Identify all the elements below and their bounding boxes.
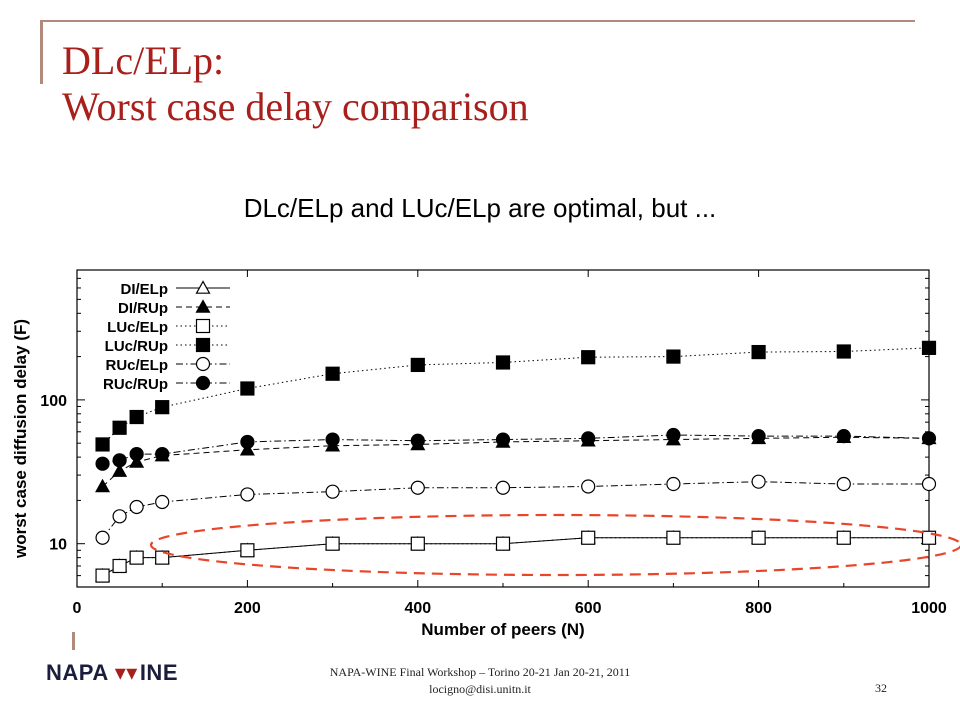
x-axis-label: Number of peers (N) bbox=[421, 620, 584, 639]
series-5-point bbox=[325, 484, 340, 499]
series-line-6 bbox=[102, 434, 930, 465]
series-5-point bbox=[240, 487, 255, 502]
series-3-point bbox=[495, 536, 511, 551]
legend-label: LUc/ELp bbox=[107, 319, 168, 336]
series-line-3 bbox=[102, 537, 929, 577]
series-4-point bbox=[112, 420, 127, 435]
slide-title-line2: Worst case delay comparison bbox=[62, 84, 529, 129]
x-tick-label: 600 bbox=[575, 600, 602, 617]
series-5-point bbox=[410, 480, 425, 495]
series-2-point bbox=[129, 454, 145, 468]
series-3-point bbox=[325, 536, 340, 551]
x-tick-label: 800 bbox=[745, 600, 772, 617]
highlight-ellipse bbox=[150, 513, 960, 577]
footer-email: locigno@disi.unitn.it bbox=[429, 682, 531, 696]
footer-event: NAPA-WINE Final Workshop – Torino 20-21 … bbox=[329, 665, 631, 679]
legend-marker bbox=[195, 337, 211, 353]
series-6-point bbox=[129, 446, 144, 462]
series-2-point bbox=[112, 463, 128, 477]
page-number: 32 bbox=[875, 681, 887, 695]
series-5-point bbox=[95, 530, 110, 545]
series-4-point bbox=[836, 344, 851, 359]
series-4-point bbox=[240, 381, 255, 396]
legend-label: DI/ELp bbox=[121, 281, 169, 298]
series-2-point bbox=[239, 442, 255, 456]
delay-chart: 0 200 400 600 800 1000 10 100 Number of peers (N… bbox=[11, 269, 960, 639]
series-2-point bbox=[95, 478, 111, 493]
slide-title-line1: DLc/ELp: bbox=[62, 38, 225, 83]
legend-marker bbox=[195, 375, 211, 391]
slide-footer: NAPA-WINE Final Workshop – Torino 20-21 … bbox=[250, 664, 710, 698]
legend-marker bbox=[195, 318, 211, 334]
y-axis-label: worst case diffusion delay (F) bbox=[11, 319, 30, 559]
legend-label: DI/RUp bbox=[118, 300, 168, 317]
legend-marker bbox=[195, 299, 211, 313]
x-tick-label: 200 bbox=[234, 600, 261, 617]
series-4-point bbox=[325, 366, 340, 381]
series-5-point bbox=[129, 499, 144, 515]
series-3-point bbox=[751, 530, 766, 545]
series-6-point bbox=[112, 453, 127, 468]
legend-label: RUc/ELp bbox=[105, 357, 168, 374]
series-3-point bbox=[95, 568, 110, 583]
title-side-rule bbox=[40, 22, 43, 84]
series-line-5 bbox=[102, 481, 929, 539]
x-tick-label: 0 bbox=[73, 600, 82, 617]
y-tick-label: 100 bbox=[40, 393, 67, 410]
series-6-point bbox=[410, 433, 425, 448]
legend-marker bbox=[195, 356, 211, 372]
series-line-1 bbox=[102, 537, 929, 577]
series-5-point bbox=[581, 479, 596, 494]
series-5-point bbox=[155, 494, 170, 510]
slide-title: DLc/ELp: Worst case delay comparison bbox=[62, 38, 529, 130]
series-5-point bbox=[921, 476, 937, 492]
series-line-4 bbox=[102, 347, 930, 445]
series-6-point bbox=[95, 456, 110, 471]
series-4-point bbox=[155, 400, 170, 415]
logo-text-left: NAPA bbox=[46, 660, 109, 685]
series-5-point bbox=[751, 474, 766, 489]
series-6-point bbox=[155, 446, 170, 462]
series-3-point bbox=[155, 550, 170, 565]
series-6-point bbox=[495, 432, 511, 447]
series-4-point bbox=[581, 350, 596, 365]
legend-label: LUc/RUp bbox=[105, 338, 168, 355]
series-5-point bbox=[112, 509, 127, 524]
series-4-point bbox=[666, 349, 681, 364]
x-tick-label: 1000 bbox=[911, 600, 947, 617]
series-3-point bbox=[666, 530, 681, 545]
series-3-point bbox=[581, 530, 596, 545]
series-3-point bbox=[836, 530, 851, 545]
series-6-point bbox=[240, 434, 255, 450]
y-tick-label: 10 bbox=[49, 537, 67, 554]
series-3-point bbox=[112, 558, 127, 574]
series-6-point bbox=[921, 431, 937, 446]
series-6-point bbox=[836, 428, 851, 444]
series-4-point bbox=[95, 437, 110, 452]
legend-marker bbox=[195, 280, 211, 294]
series-5-point bbox=[836, 476, 851, 492]
napa-wine-logo: NAPA ▾▾INE bbox=[46, 660, 178, 686]
series-6-point bbox=[581, 431, 596, 446]
title-top-rule bbox=[40, 20, 915, 22]
series-4-point bbox=[495, 355, 511, 370]
series-3-point bbox=[240, 543, 255, 558]
logo-text-right: INE bbox=[139, 660, 178, 685]
series-3-point bbox=[129, 550, 144, 565]
series-4-point bbox=[921, 340, 937, 355]
footer-rule bbox=[72, 632, 75, 650]
series-3-point bbox=[410, 536, 425, 551]
series-4-point bbox=[129, 409, 144, 425]
series-6-point bbox=[751, 428, 766, 444]
legend-label: RUc/RUp bbox=[103, 376, 168, 393]
series-6-point bbox=[666, 427, 681, 443]
series-5-point bbox=[666, 476, 681, 492]
slide-subtitle: DLc/ELp and LUc/ELp are optimal, but ... bbox=[243, 193, 717, 223]
wine-glass-icon: ▾▾ bbox=[114, 660, 138, 685]
series-4-point bbox=[410, 357, 425, 373]
series-4-point bbox=[751, 344, 766, 360]
x-tick-label: 400 bbox=[404, 600, 431, 617]
series-5-point bbox=[495, 480, 511, 495]
series-6-point bbox=[325, 432, 340, 447]
